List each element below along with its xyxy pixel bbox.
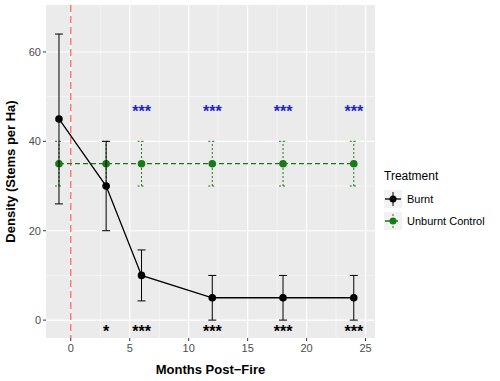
significance-label: ***	[203, 103, 222, 120]
grid-x	[247, 5, 248, 338]
x-tick	[70, 338, 71, 341]
error-bar	[279, 141, 287, 186]
x-tick	[247, 338, 248, 341]
significance-label: ***	[132, 323, 151, 340]
error-bar	[208, 141, 216, 186]
point	[138, 272, 146, 280]
legend-key-point	[390, 218, 397, 225]
legend-key-bg	[384, 212, 402, 230]
axes: 0 5 10 15 20 25 0 20 40 60	[29, 46, 372, 354]
background	[0, 0, 500, 381]
legend-key-point	[390, 196, 397, 203]
grid-x	[188, 5, 189, 338]
legend-label: Unburnt Control	[407, 215, 485, 227]
grid-y	[46, 230, 375, 231]
point	[138, 160, 146, 168]
x-tick-label: 10	[183, 342, 195, 354]
significance-label: *	[103, 323, 110, 340]
point	[279, 160, 287, 168]
x-tick-label: 0	[68, 342, 74, 354]
x-tick	[306, 338, 307, 341]
x-tick-label: 15	[242, 342, 254, 354]
significance-label: ***	[344, 323, 363, 340]
minor-grid-y	[46, 96, 375, 97]
error-bar	[55, 34, 63, 204]
error-bar	[208, 275, 216, 320]
x-tick	[365, 338, 366, 341]
legend-title: Treatment	[384, 169, 439, 183]
grid-x	[70, 5, 71, 338]
grid-x	[129, 5, 130, 338]
significance-label: ***	[203, 323, 222, 340]
legend-key-bg	[384, 190, 402, 208]
grid-y	[46, 141, 375, 142]
significance-label: ***	[132, 103, 151, 120]
error-bar	[138, 141, 146, 186]
plot-panel	[46, 5, 375, 338]
grid-y	[46, 51, 375, 52]
legend-label: Burnt	[407, 193, 433, 205]
y-tick	[43, 141, 46, 142]
minor-grid-x	[159, 5, 160, 338]
y-tick	[43, 230, 46, 231]
error-bar	[102, 141, 110, 230]
minor-grid-x	[218, 5, 219, 338]
chart: 0 5 10 15 20 25 0 20 40 60 Months Post−Fire Density…	[0, 0, 500, 381]
annotations: *************************	[103, 103, 364, 340]
point	[208, 294, 216, 302]
y-tick	[43, 320, 46, 321]
y-tick-label: 40	[29, 135, 41, 147]
series	[55, 141, 358, 186]
y-tick	[43, 51, 46, 52]
minor-grid-x	[336, 5, 337, 338]
error-bar	[350, 141, 358, 186]
error-bar	[279, 275, 287, 320]
error-bar	[138, 250, 146, 301]
data-group	[55, 5, 358, 338]
reference-line	[70, 5, 71, 338]
point	[350, 160, 358, 168]
point	[208, 160, 216, 168]
minor-grid-y	[46, 186, 375, 187]
point	[350, 294, 358, 302]
legend: Treatment Burnt Unburnt Control	[384, 169, 485, 230]
y-axis-label: Density (Stems per Ha)	[3, 100, 18, 242]
x-tick-label: 20	[300, 342, 312, 354]
point	[55, 115, 63, 123]
significance-label: ***	[274, 323, 293, 340]
x-tick-label: 5	[127, 342, 133, 354]
error-bar	[350, 275, 358, 320]
series	[55, 34, 358, 320]
grid	[46, 5, 375, 338]
grid-x	[365, 5, 366, 338]
y-tick-label: 60	[29, 46, 41, 58]
minor-grid-x	[100, 5, 101, 338]
grid-x	[306, 5, 307, 338]
series-line	[59, 119, 354, 298]
significance-label: ***	[344, 103, 363, 120]
y-tick-label: 20	[29, 225, 41, 237]
point	[102, 182, 110, 190]
x-tick	[188, 338, 189, 341]
y-tick-label: 0	[35, 314, 41, 326]
minor-grid-x	[277, 5, 278, 338]
x-axis-label: Months Post−Fire	[156, 362, 265, 377]
x-tick-label: 25	[359, 342, 371, 354]
point	[279, 294, 287, 302]
significance-label: ***	[274, 103, 293, 120]
x-tick	[129, 338, 130, 341]
